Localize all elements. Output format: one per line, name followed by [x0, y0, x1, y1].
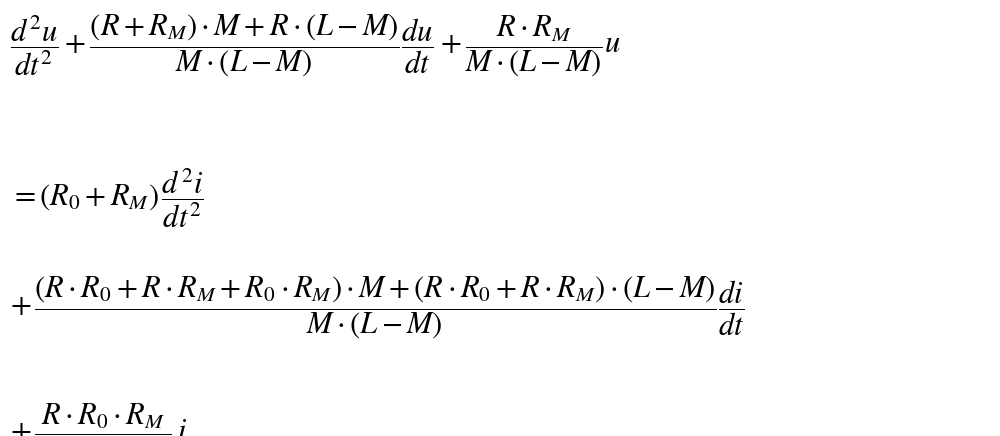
Text: $+\,\dfrac{R\cdot R_0\cdot R_M}{M\cdot(L-M)}\,i$: $+\,\dfrac{R\cdot R_0\cdot R_M}{M\cdot(L…: [10, 401, 187, 436]
Text: $\dfrac{d^2u}{dt^2} + \dfrac{(R+R_M)\cdot M + R\cdot(L-M)}{M\cdot(L-M)}\dfrac{du: $\dfrac{d^2u}{dt^2} + \dfrac{(R+R_M)\cdo…: [10, 13, 621, 79]
Text: $+\,\dfrac{(R\cdot R_0 + R\cdot R_M + R_0\cdot R_M)\cdot M + (R\cdot R_0 + R\cdo: $+\,\dfrac{(R\cdot R_0 + R\cdot R_M + R_…: [10, 275, 745, 341]
Text: $= (R_0 + R_M)\,\dfrac{d^2i}{dt^2}$: $= (R_0 + R_M)\,\dfrac{d^2i}{dt^2}$: [10, 166, 204, 230]
